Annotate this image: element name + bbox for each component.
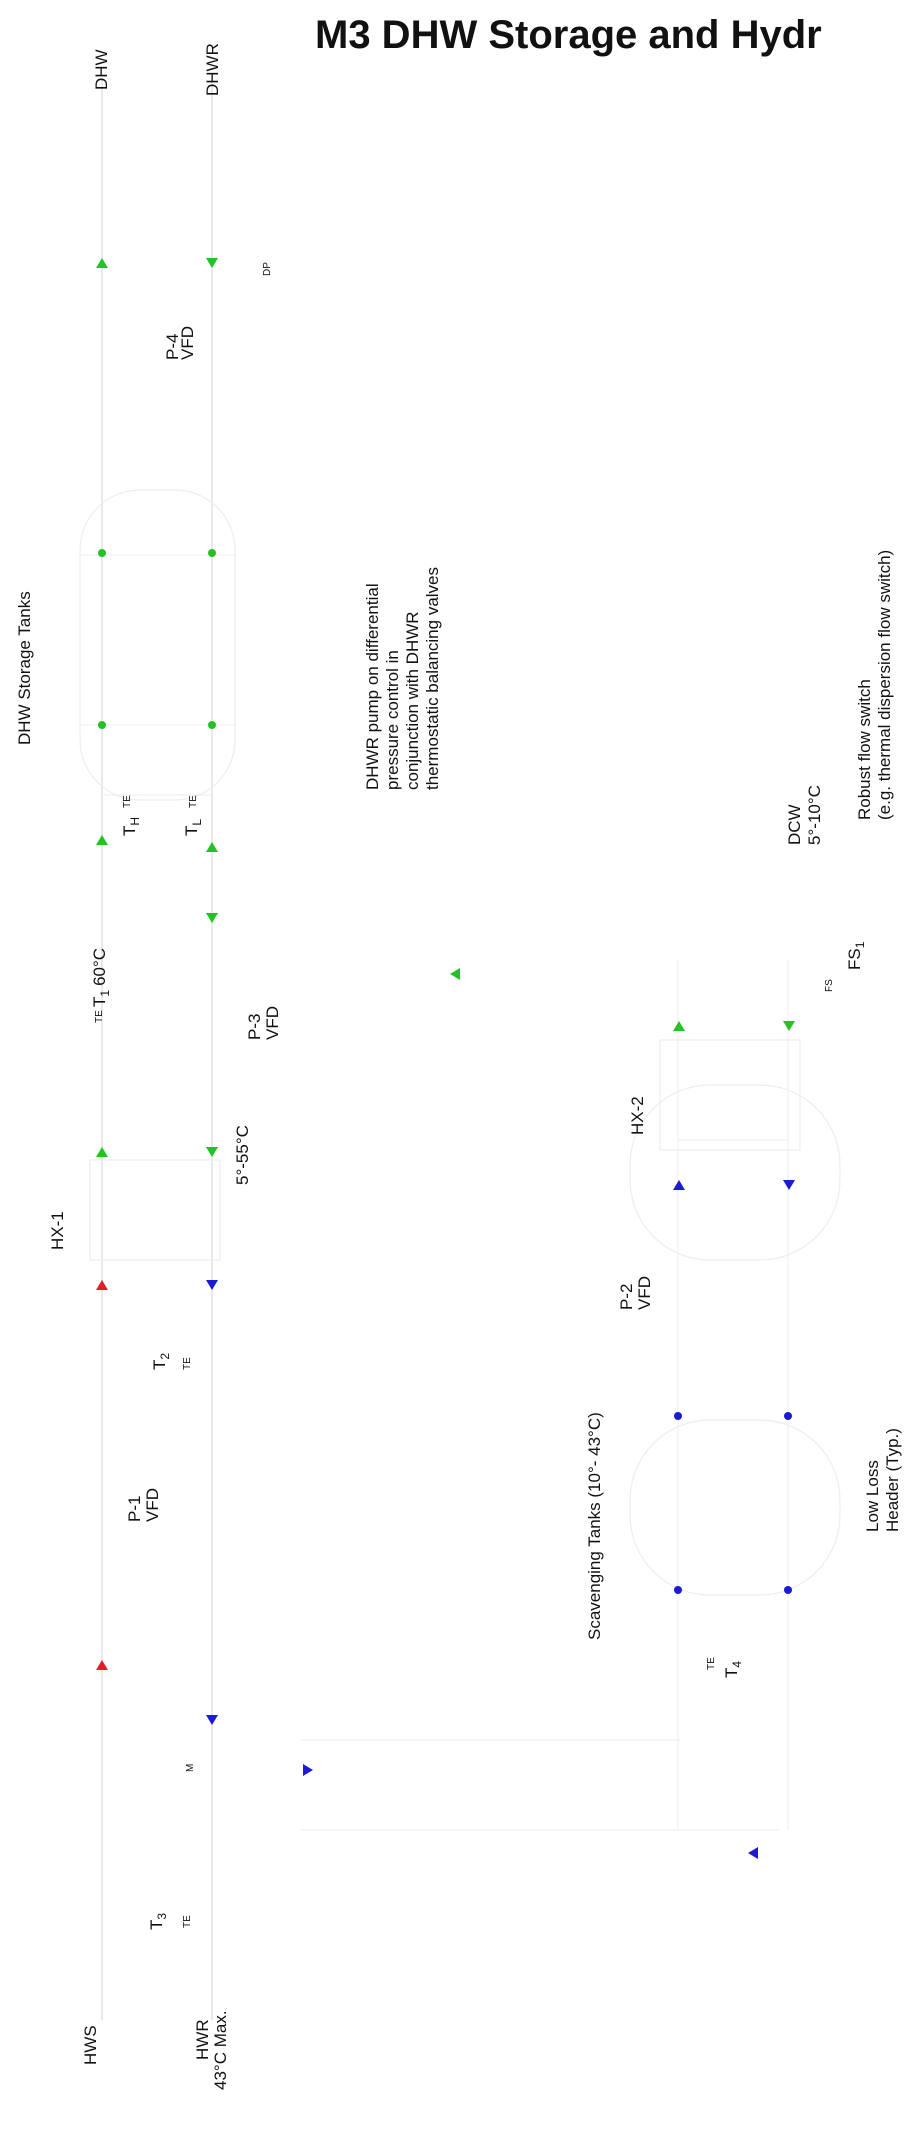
m-label: M — [185, 1764, 196, 1772]
scavenging-tank-dot — [784, 1412, 792, 1420]
tl-label: TL — [182, 819, 204, 836]
p1-label: P-1 — [125, 1496, 144, 1522]
scavenging-tank-dot — [674, 1412, 682, 1420]
dcw-label: DCW — [785, 804, 804, 845]
t4-te-label: TE — [706, 1657, 717, 1670]
fs1-label: FS1 — [845, 941, 867, 970]
flow-switch-note-line-1: Robust flow switch — [855, 679, 874, 820]
connection-dots — [98, 549, 792, 1594]
t3-te-label: TE — [182, 1915, 193, 1928]
dhw-storage-tanks-label: DHW Storage Tanks — [15, 591, 34, 745]
scavenging-tank-2 — [629, 1419, 841, 1596]
arrow-left-blue — [748, 1847, 758, 1859]
th-label: TH — [120, 817, 142, 836]
p3-label: P-3 — [245, 1014, 264, 1040]
dhw-tank-dot — [208, 721, 216, 729]
p4-label: P-4 — [163, 334, 182, 360]
arrow-down-green — [783, 1021, 795, 1031]
arrow-down-green — [206, 258, 218, 268]
arrow-left-green — [450, 968, 460, 980]
dhwr-note-line-4: thermostatic balancing valves — [423, 567, 442, 790]
low-loss-header-line-1: Low Loss — [863, 1460, 882, 1532]
p2-label: P-2 — [617, 1284, 636, 1310]
t1-label: T160°C — [90, 948, 112, 1007]
t2-te-label: TE — [182, 1357, 193, 1370]
hx1-box — [89, 1159, 221, 1261]
dhw-temp-range-label: 5°-55°C — [233, 1125, 252, 1185]
p3-vfd-label: VFD — [263, 1006, 282, 1040]
t1-te-label: TE — [94, 1010, 105, 1023]
hwr-max-label: 43°C Max. — [211, 2010, 230, 2090]
arrow-up-green — [96, 258, 108, 268]
dhwr-note-line-2: pressure control in — [383, 650, 402, 790]
pipe-network — [101, 80, 789, 2020]
flow-arrows — [96, 258, 795, 1859]
p1-vfd-label: VFD — [143, 1488, 162, 1522]
p2-vfd-label: VFD — [635, 1276, 654, 1310]
page-title: M3 DHW Storage and Hydr — [315, 13, 822, 57]
hx2-label: HX-2 — [628, 1096, 647, 1135]
arrow-down-green — [206, 1147, 218, 1157]
arrow-down-blue — [206, 1280, 218, 1290]
fs-label: FS — [824, 979, 835, 992]
arrow-up-green — [673, 1021, 685, 1031]
arrow-up-red — [96, 1280, 108, 1290]
arrow-up-green — [96, 1147, 108, 1157]
arrow-up-green — [206, 842, 218, 852]
scavenging-tank-1 — [629, 1084, 841, 1261]
low-loss-header-line-2: Header (Typ.) — [883, 1428, 902, 1532]
dhw-tank-outline — [79, 489, 236, 801]
arrow-down-green — [206, 913, 218, 923]
flow-switch-note-line-2: (e.g. thermal dispersion flow switch) — [875, 550, 894, 820]
tl-te-label: TE — [188, 795, 199, 808]
t4-label: T4 — [722, 1661, 744, 1678]
dhw-tank-dot — [98, 721, 106, 729]
hws-label: HWS — [81, 2025, 100, 2065]
dp-label: DP — [262, 262, 273, 276]
dhw-label: DHW — [92, 49, 111, 90]
th-te-label: TE — [122, 795, 133, 808]
dhw-tank-dot — [208, 549, 216, 557]
arrow-up-blue — [673, 1180, 685, 1190]
p4-vfd-label: VFD — [178, 326, 197, 360]
arrow-right-blue — [303, 1764, 313, 1776]
arrow-up-red — [96, 1660, 108, 1670]
scavenging-tank-dot — [674, 1586, 682, 1594]
dcw-temp-label: 5°-10°C — [805, 785, 824, 845]
hx1-label: HX-1 — [48, 1211, 67, 1250]
t3-label: T3 — [147, 1913, 169, 1930]
dhwr-label: DHWR — [203, 43, 222, 96]
arrow-down-blue — [783, 1180, 795, 1190]
dhw-tank-dot — [98, 549, 106, 557]
t2-label: T2 — [150, 1353, 172, 1370]
scavenging-tanks — [629, 1084, 841, 1596]
arrow-down-blue — [206, 1715, 218, 1725]
scavenging-tank-dot — [784, 1586, 792, 1594]
arrow-up-green — [96, 835, 108, 845]
dhwr-note-line-1: DHWR pump on differential — [363, 583, 382, 790]
scavenging-tanks-label: Scavenging Tanks (10°- 43°C) — [585, 1412, 604, 1640]
dhwr-note-line-3: conjunction with DHWR — [403, 611, 422, 790]
hwr-label: HWR — [193, 2019, 212, 2060]
hx2-box — [659, 1039, 801, 1151]
